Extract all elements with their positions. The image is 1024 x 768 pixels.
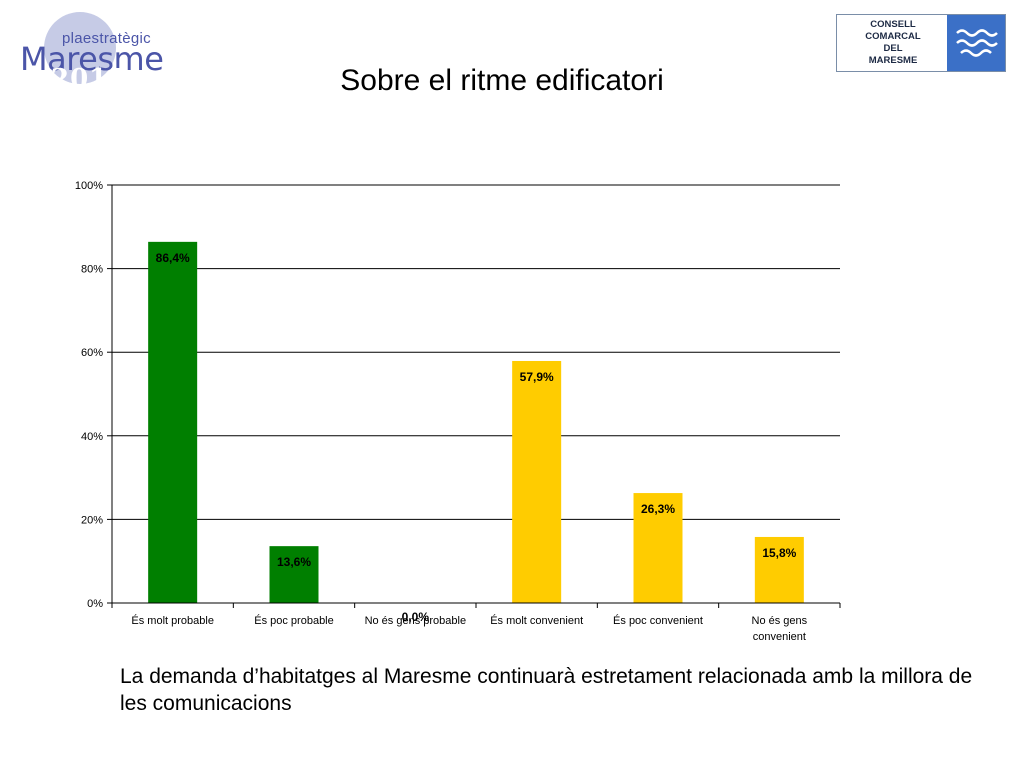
logo-wordmark: Maresme bbox=[20, 40, 164, 78]
consell-comarcal-logo: CONSELL COMARCAL DEL MARESME bbox=[836, 14, 1006, 72]
data-label: 13,6% bbox=[277, 555, 311, 569]
logo-year: 2015 bbox=[51, 64, 128, 94]
y-tick-label: 0% bbox=[87, 598, 103, 610]
data-label: 57,9% bbox=[520, 370, 554, 384]
consell-logo-line: DEL bbox=[883, 43, 903, 54]
data-label: 0,0% bbox=[402, 610, 430, 624]
logo-circle bbox=[44, 12, 116, 84]
y-tick-label: 60% bbox=[81, 347, 103, 359]
footer-statement: La demanda d’habitatges al Maresme conti… bbox=[120, 665, 973, 715]
consell-logo-line: COMARCAL bbox=[865, 31, 921, 42]
logo-subtitle: plaestratègic bbox=[62, 30, 151, 47]
y-tick-label: 40% bbox=[81, 431, 103, 443]
waves-icon bbox=[947, 15, 1005, 71]
y-tick-label: 20% bbox=[81, 514, 103, 526]
x-tick-label: És poc convenient bbox=[613, 614, 703, 627]
consell-logo-line: MARESME bbox=[868, 55, 918, 66]
chart-bar bbox=[633, 493, 683, 603]
y-tick-label: 80% bbox=[81, 264, 103, 276]
x-tick-label: No és gens bbox=[752, 615, 808, 627]
chart-bar bbox=[148, 241, 198, 603]
bar-chart: 0% 20% 40% 60% 80% 100% És molt probable És poc… bbox=[75, 180, 841, 643]
data-label: 86,4% bbox=[156, 251, 190, 265]
consell-logo-line: CONSELL bbox=[870, 19, 916, 30]
x-tick-label: No és gens probable bbox=[365, 615, 467, 627]
chart-bar bbox=[512, 360, 562, 603]
y-tick-label: 100% bbox=[75, 180, 103, 192]
plaestrategic-logo: plaestratègic Maresme 2015 bbox=[18, 12, 164, 94]
page-title: Sobre el ritme edificatori bbox=[340, 64, 664, 97]
x-tick-label: És poc probable bbox=[254, 614, 334, 627]
x-tick-label: convenient bbox=[753, 631, 806, 643]
chart-bar bbox=[269, 546, 319, 603]
x-tick-label: És molt probable bbox=[131, 614, 214, 627]
data-label: 26,3% bbox=[641, 502, 675, 516]
x-tick-label: És molt convenient bbox=[490, 614, 583, 627]
consell-logo-text: CONSELL COMARCAL DEL MARESME bbox=[839, 19, 947, 67]
chart-bar bbox=[754, 536, 804, 603]
data-label: 15,8% bbox=[762, 546, 796, 560]
